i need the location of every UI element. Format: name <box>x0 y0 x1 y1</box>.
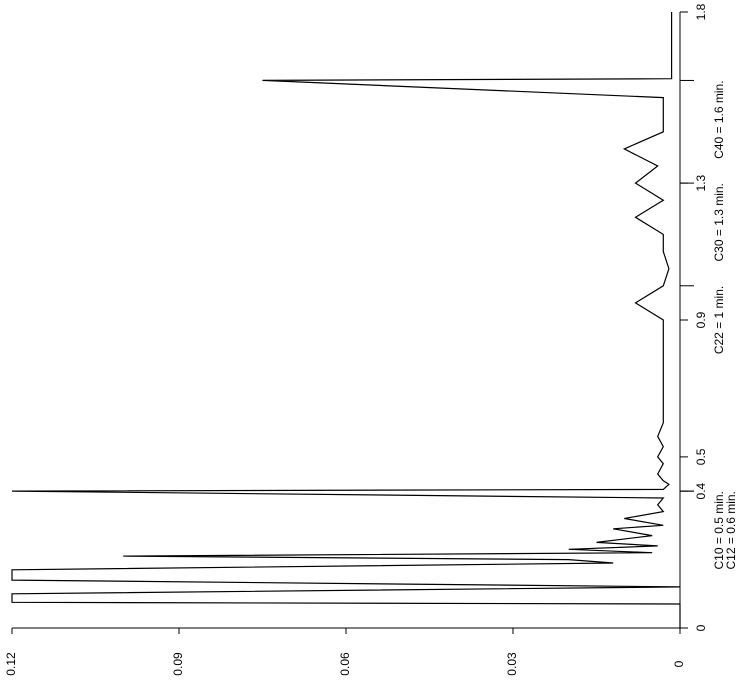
y-axis: 0 0.03 0.06 0.09 0.12 <box>4 627 686 676</box>
annotations: C10 = 0.5 min.C12 = 0.6 min. C22 = 1 min.… <box>680 79 738 569</box>
y-tick-label-4: 0.12 <box>4 652 18 676</box>
y-tick-label-2: 0.06 <box>338 652 352 676</box>
y-tick-label-1: 0.03 <box>505 652 519 676</box>
x-tick-label-3: 0.9 <box>694 311 708 328</box>
x-tick-label-1: 0.4 <box>694 482 708 499</box>
y-tick-label-3: 0.09 <box>171 652 185 676</box>
x-axis: 0 0.4 0.5 0.9 1.3 1.8 <box>679 3 708 631</box>
x-tick-label-5: 1.8 <box>694 3 708 20</box>
series-trace <box>11 12 681 628</box>
x-tick-label-2: 0.5 <box>694 448 708 465</box>
x-tick-label-4: 1.3 <box>694 174 708 191</box>
x-tick-label-0: 0 <box>694 624 708 631</box>
annotation-label-0: C10 = 0.5 min. <box>712 491 726 569</box>
annotation-label-2: C22 = 1 min. <box>712 286 726 354</box>
y-tick-label-0: 0 <box>672 660 686 667</box>
annotation-label-4: C40 = 1.6 min. <box>712 80 726 158</box>
annotation-label-1: C12 = 0.6 min. <box>724 491 738 569</box>
annotation-label-3: C30 = 1.3 min. <box>712 183 726 261</box>
series-line <box>11 12 681 628</box>
